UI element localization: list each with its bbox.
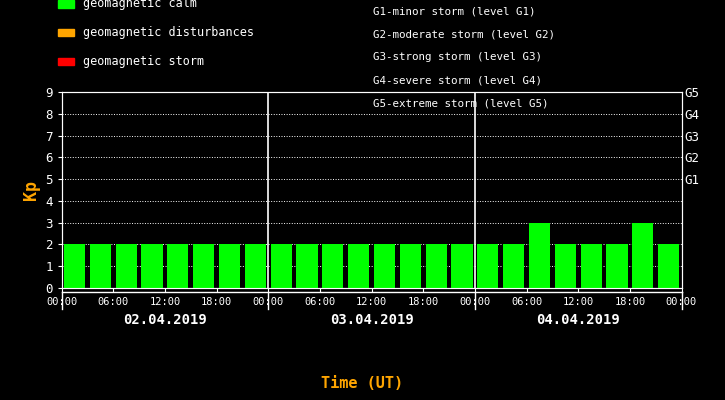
- Bar: [90, 244, 111, 288]
- Bar: [477, 244, 498, 288]
- Bar: [141, 244, 162, 288]
- Text: geomagnetic storm: geomagnetic storm: [83, 55, 204, 68]
- Text: 04.04.2019: 04.04.2019: [536, 313, 620, 327]
- Bar: [348, 244, 369, 288]
- Text: G3-strong storm (level G3): G3-strong storm (level G3): [373, 52, 542, 62]
- Bar: [297, 244, 318, 288]
- Bar: [555, 244, 576, 288]
- Bar: [581, 244, 602, 288]
- Y-axis label: Kp: Kp: [22, 180, 40, 200]
- Bar: [219, 244, 240, 288]
- Bar: [606, 244, 628, 288]
- Bar: [167, 244, 188, 288]
- Bar: [426, 244, 447, 288]
- Bar: [193, 244, 215, 288]
- Text: geomagnetic calm: geomagnetic calm: [83, 0, 196, 10]
- Bar: [322, 244, 344, 288]
- Bar: [503, 244, 524, 288]
- Bar: [115, 244, 137, 288]
- Text: 03.04.2019: 03.04.2019: [330, 313, 413, 327]
- Bar: [270, 244, 291, 288]
- Bar: [64, 244, 85, 288]
- Bar: [452, 244, 473, 288]
- Text: G5-extreme storm (level G5): G5-extreme storm (level G5): [373, 99, 549, 109]
- Bar: [529, 223, 550, 288]
- Bar: [374, 244, 395, 288]
- Text: G1-minor storm (level G1): G1-minor storm (level G1): [373, 6, 536, 16]
- Bar: [632, 223, 653, 288]
- Text: Time (UT): Time (UT): [321, 376, 404, 392]
- Text: 02.04.2019: 02.04.2019: [123, 313, 207, 327]
- Text: G4-severe storm (level G4): G4-severe storm (level G4): [373, 76, 542, 86]
- Bar: [245, 244, 266, 288]
- Text: geomagnetic disturbances: geomagnetic disturbances: [83, 26, 254, 39]
- Bar: [399, 244, 421, 288]
- Text: G2-moderate storm (level G2): G2-moderate storm (level G2): [373, 29, 555, 39]
- Bar: [658, 244, 679, 288]
